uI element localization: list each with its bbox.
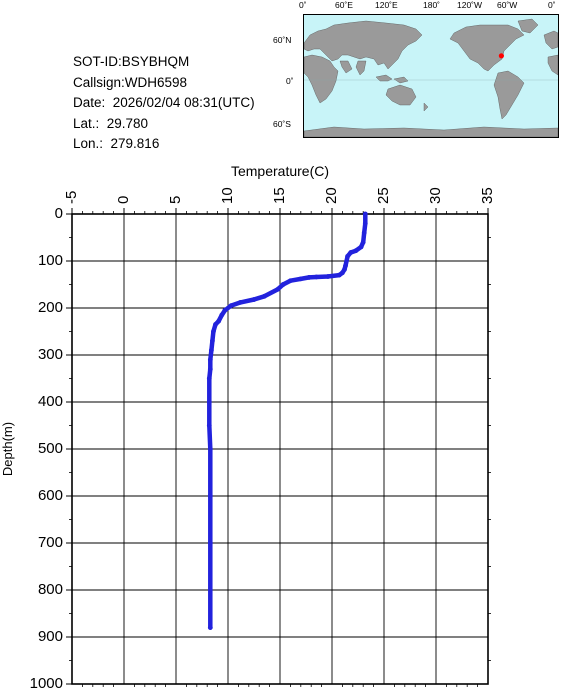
- temperature-point: [306, 275, 312, 280]
- australia-landmass: [385, 84, 417, 106]
- map-lat-label: 60˚N: [273, 35, 292, 45]
- station-marker: [498, 53, 504, 59]
- map-lon-label: 0˚: [299, 0, 307, 10]
- temperature-point: [362, 211, 368, 217]
- new-zealand-landmass: [423, 102, 429, 112]
- sot-id: SOT-ID:BSYBHQM: [73, 54, 190, 69]
- temperature-point: [210, 338, 215, 344]
- longitude: Lon.: 279.816: [73, 136, 160, 151]
- x-tick-label: 20: [323, 187, 340, 204]
- temperature-point: [238, 299, 243, 305]
- temperature-point: [358, 244, 364, 250]
- land-masses: [304, 18, 558, 137]
- temperature-point: [207, 625, 213, 630]
- temperature-point: [362, 221, 368, 226]
- map-lon-label: 60˚W: [497, 0, 518, 10]
- chart-tick-labels: -5 0 5 10 15 20 25 30 35010020030040050060070080…: [30, 187, 496, 690]
- x-tick-label: -5: [63, 191, 80, 204]
- temperature-point: [207, 446, 213, 452]
- temperature-point: [207, 493, 213, 499]
- antarctica-landmass: [304, 126, 558, 137]
- africa-landmass: [304, 54, 339, 104]
- temperature-point: [206, 376, 212, 381]
- temperature-point: [207, 540, 213, 546]
- temperature-point: [208, 347, 214, 353]
- temperature-point: [262, 293, 267, 299]
- station-info: SOT-ID:BSYBHQM Callsign:WDH6598 Date: 20…: [73, 52, 255, 155]
- y-tick-label: 600: [38, 487, 63, 504]
- temperature-point: [361, 230, 367, 236]
- eurasia-landmass: [304, 20, 423, 70]
- temperature-point: [336, 272, 342, 278]
- y-tick-label: 400: [38, 393, 63, 410]
- map-lon-label: 120˚W: [457, 0, 483, 10]
- y-tick-label: 700: [38, 534, 63, 551]
- temperature-point: [325, 274, 331, 279]
- temperature-point: [211, 329, 216, 334]
- europe-west-landmass: [543, 30, 558, 50]
- temperature-point: [206, 423, 212, 428]
- x-tick-label: 35: [479, 187, 496, 204]
- temperature-point: [222, 307, 228, 313]
- world-map: [303, 14, 559, 138]
- temperature-point: [288, 278, 293, 284]
- temperature-point: [251, 297, 257, 302]
- temperature-point: [353, 248, 359, 254]
- x-tick-label: 15: [271, 187, 288, 204]
- x-tick-label: 10: [219, 187, 236, 204]
- chart-ticks: [66, 208, 491, 687]
- chart-series: [206, 211, 368, 630]
- x-tick-label: 5: [167, 196, 184, 204]
- temperature-point: [345, 253, 350, 259]
- south-asia-landmass: [339, 60, 367, 76]
- y-tick-label: 200: [38, 299, 63, 316]
- map-lon-label: 60˚E: [335, 0, 353, 10]
- temperature-point: [213, 322, 218, 327]
- y-tick-label: 1000: [30, 675, 63, 690]
- x-tick-label: 25: [375, 187, 392, 204]
- temperature-profile-line: [207, 211, 368, 630]
- temperature-point: [219, 312, 225, 318]
- map-lat-label: 60˚S: [273, 119, 291, 129]
- temperature-point: [348, 250, 354, 255]
- south-america-landmass: [493, 70, 525, 120]
- x-tick-label: 0: [115, 196, 132, 204]
- map-lon-label: 180˚: [423, 0, 441, 10]
- map-lon-label: 0˚: [548, 0, 556, 10]
- y-tick-label: 800: [38, 581, 63, 598]
- y-tick-label: 300: [38, 346, 63, 363]
- y-tick-label: 900: [38, 628, 63, 645]
- temperature-point: [360, 239, 366, 245]
- latitude: Lat.: 29.780: [73, 115, 149, 131]
- map-lon-label: 120˚E: [375, 0, 398, 10]
- temperature-point: [206, 399, 212, 405]
- map-lat-label: 0˚: [286, 76, 294, 86]
- x-tick-label: 30: [427, 187, 444, 204]
- temperature-point: [216, 318, 222, 324]
- temperature-point: [314, 274, 319, 280]
- y-tick-label: 500: [38, 440, 63, 457]
- temperature-point: [207, 357, 213, 363]
- y-axis-label: Depth(m): [0, 422, 15, 476]
- temperature-point: [228, 303, 234, 309]
- y-tick-label: 100: [38, 252, 63, 269]
- greenland-landmass: [517, 18, 539, 34]
- temperature-point: [275, 286, 281, 292]
- africa-west-landmass: [547, 54, 558, 76]
- callsign: Callsign:WDH6598: [73, 74, 188, 90]
- temperature-point: [207, 366, 213, 372]
- temperature-point: [298, 276, 304, 282]
- plot-frame: [71, 213, 489, 685]
- temperature-point: [343, 263, 348, 269]
- obs-date: Date: 2026/02/04 08:31(UTC): [73, 95, 255, 110]
- temperature-point: [280, 282, 286, 287]
- x-axis-label: Temperature(C): [231, 163, 329, 179]
- world-map-svg: [304, 18, 558, 137]
- y-tick-label: 0: [55, 205, 63, 222]
